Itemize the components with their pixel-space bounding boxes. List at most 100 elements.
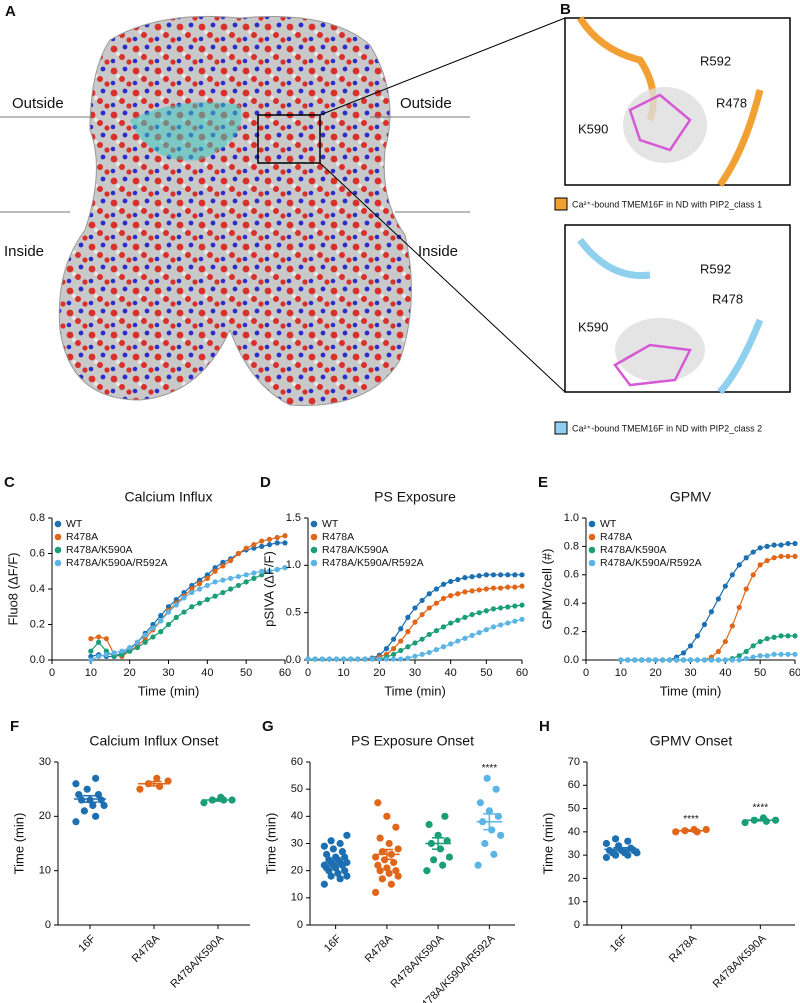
data-point [336, 839, 344, 848]
data-point [448, 593, 454, 599]
y-tick-label: 30 [568, 849, 580, 861]
y-tick-label: 60 [291, 756, 303, 768]
data-point [134, 644, 141, 651]
legend-label: R478A/K590A/R592A [600, 557, 702, 569]
series-line [90, 567, 286, 661]
data-point [440, 595, 447, 602]
data-point [483, 608, 489, 614]
data-point [153, 774, 161, 782]
y-tick-label: 0.2 [30, 618, 45, 630]
data-point [88, 657, 94, 663]
x-tick-label: 60 [279, 667, 291, 679]
data-point [476, 629, 482, 636]
legend-label: R478A/K590A/R592A [322, 557, 424, 569]
y-axis-label: Time (min) [263, 813, 278, 875]
data-point [150, 625, 156, 631]
data-point [150, 634, 156, 640]
data-point [490, 585, 497, 591]
y-tick-label: 0.6 [564, 569, 579, 581]
y-tick-label: 0.0 [564, 654, 579, 666]
data-point [715, 657, 721, 663]
data-point [440, 624, 447, 630]
data-point [632, 657, 638, 663]
data-point [519, 616, 525, 622]
significance: **** [683, 814, 699, 825]
data-point [505, 572, 511, 578]
data-point [235, 550, 241, 557]
lipid [628, 93, 692, 152]
data-point [96, 653, 102, 660]
data-point [383, 812, 391, 820]
data-point [722, 638, 728, 645]
data-point [483, 586, 489, 592]
x-tick-label: R478A/K590A [168, 932, 226, 990]
y-tick-label: 60 [568, 779, 580, 791]
data-point [792, 651, 798, 657]
legend-label: WT [600, 518, 617, 530]
data-point [498, 605, 504, 611]
membrane-label: Inside [4, 243, 44, 260]
data-point [448, 620, 454, 626]
data-point [336, 875, 344, 883]
data-point [778, 542, 784, 548]
data-point [455, 617, 461, 623]
x-tick-label: 30 [409, 667, 421, 679]
data-point [443, 837, 451, 845]
data-point [722, 583, 728, 589]
data-point [312, 656, 318, 662]
series-line [308, 618, 523, 660]
series-line [308, 604, 523, 660]
data-point [111, 650, 117, 656]
x-tick-label: R478A/K590A [389, 932, 447, 990]
series-line [90, 567, 286, 658]
y-tick-label: 40 [568, 826, 580, 838]
data-point [196, 586, 203, 592]
data-point [743, 555, 749, 561]
data-point [448, 641, 454, 647]
panel-letter: C [4, 474, 15, 491]
data-point [750, 549, 756, 555]
data-point [88, 636, 94, 642]
x-tick-label: R478A [363, 932, 396, 965]
x-tick-label: 60 [789, 667, 800, 679]
data-point [369, 656, 375, 662]
data-point [204, 575, 210, 581]
data-point [423, 867, 431, 875]
data-point [757, 653, 763, 659]
data-point [512, 603, 518, 609]
data-point [743, 655, 749, 662]
data-point [92, 812, 100, 820]
data-point [602, 839, 611, 848]
membrane-label: Inside [418, 243, 458, 260]
data-point [439, 861, 447, 869]
panel-letter: D [260, 474, 271, 491]
x-tick-label: 30 [162, 667, 174, 679]
data-point [398, 638, 404, 644]
y-tick-label: 50 [291, 783, 303, 795]
y-tick-label: 0 [45, 919, 51, 931]
data-point [341, 853, 349, 861]
data-point [505, 604, 511, 610]
legend-marker [588, 520, 596, 528]
data-point [512, 618, 518, 624]
data-point [519, 583, 525, 589]
residue-label: R592 [700, 53, 731, 68]
y-tick-label: 20 [39, 810, 51, 822]
data-point [653, 657, 659, 663]
data-point [680, 657, 687, 663]
data-point [127, 644, 133, 651]
y-tick-label: 0 [574, 919, 580, 931]
data-point [785, 540, 791, 547]
data-point [374, 799, 382, 807]
data-point [88, 648, 94, 654]
y-tick-label: 1.0 [286, 559, 301, 571]
caption: Ca²⁺-bound TMEM16F in ND with PIP2_class… [572, 199, 762, 209]
data-point [750, 654, 756, 660]
data-point [441, 812, 449, 820]
data-point [455, 576, 461, 583]
data-point [743, 648, 749, 655]
data-point [189, 589, 195, 596]
density [623, 87, 707, 163]
